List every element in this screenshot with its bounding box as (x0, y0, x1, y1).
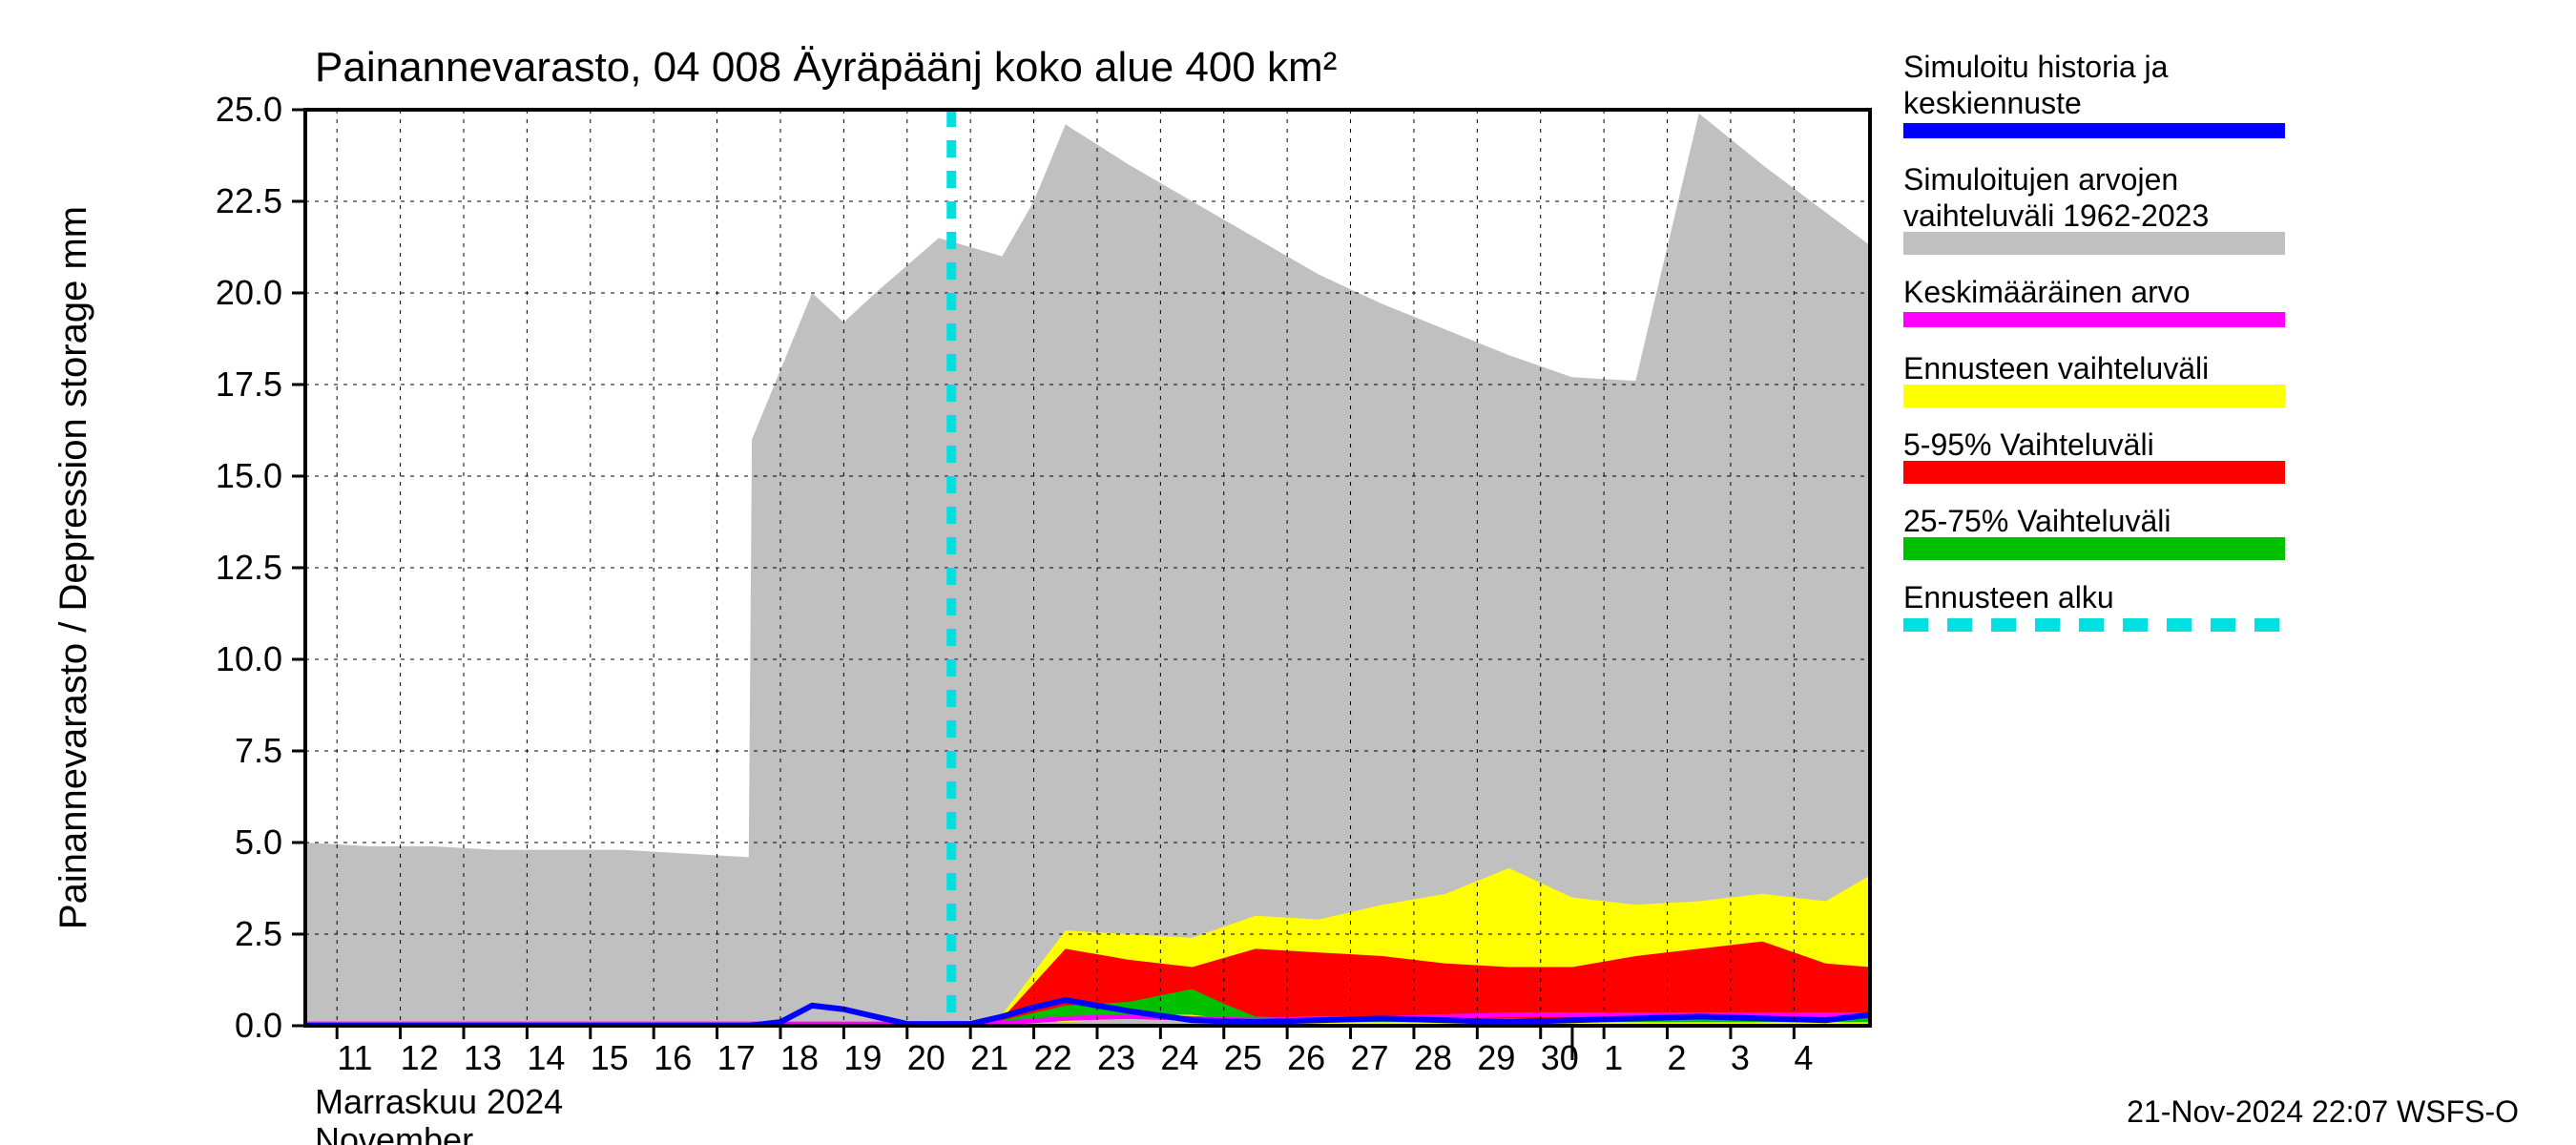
svg-text:keskiennuste: keskiennuste (1903, 86, 2082, 120)
svg-text:12.5: 12.5 (216, 548, 282, 587)
chart-container: 0.0 2.5 5.0 7.5 10.0 12.5 15.0 17.5 20.0 22.5 25.0… (0, 0, 2576, 1145)
svg-text:Ennusteen vaihteluväli: Ennusteen vaihteluväli (1903, 351, 2209, 385)
svg-text:23: 23 (1097, 1038, 1135, 1077)
svg-text:21: 21 (970, 1038, 1008, 1077)
svg-text:11: 11 (337, 1038, 372, 1077)
footer-timestamp: 21-Nov-2024 22:07 WSFS-O (2127, 1094, 2519, 1129)
svg-text:19: 19 (843, 1038, 882, 1077)
svg-text:24: 24 (1160, 1038, 1198, 1077)
svg-text:30: 30 (1541, 1038, 1579, 1077)
svg-text:3: 3 (1731, 1038, 1750, 1077)
svg-text:1: 1 (1604, 1038, 1623, 1077)
svg-text:12: 12 (401, 1038, 439, 1077)
svg-text:25.0: 25.0 (216, 90, 282, 129)
svg-text:22: 22 (1034, 1038, 1072, 1077)
svg-text:2: 2 (1668, 1038, 1687, 1077)
svg-text:20: 20 (907, 1038, 945, 1077)
svg-text:Simuloitu historia ja: Simuloitu historia ja (1903, 50, 2169, 84)
svg-text:Ennusteen alku: Ennusteen alku (1903, 580, 2114, 614)
svg-text:25-75% Vaihteluväli: 25-75% Vaihteluväli (1903, 504, 2171, 538)
svg-text:29: 29 (1477, 1038, 1515, 1077)
svg-text:27: 27 (1351, 1038, 1389, 1077)
svg-text:5-95% Vaihteluväli: 5-95% Vaihteluväli (1903, 427, 2154, 462)
svg-text:7.5: 7.5 (235, 731, 282, 770)
svg-text:25: 25 (1224, 1038, 1262, 1077)
svg-text:10.0: 10.0 (216, 639, 282, 678)
svg-text:28: 28 (1414, 1038, 1452, 1077)
svg-text:2.5: 2.5 (235, 914, 282, 953)
svg-text:14: 14 (527, 1038, 565, 1077)
svg-text:November: November (315, 1120, 473, 1145)
svg-text:20.0: 20.0 (216, 273, 282, 312)
y-axis-label: Painannevarasto / Depression storage mm (52, 206, 94, 929)
svg-text:17: 17 (717, 1038, 756, 1077)
svg-text:18: 18 (780, 1038, 819, 1077)
svg-text:22.5: 22.5 (216, 181, 282, 220)
svg-text:16: 16 (654, 1038, 692, 1077)
svg-text:Keskimääräinen arvo: Keskimääräinen arvo (1903, 275, 2191, 309)
chart-title: Painannevarasto, 04 008 Äyräpäänj koko a… (315, 44, 1337, 91)
svg-text:Marraskuu 2024: Marraskuu 2024 (315, 1082, 563, 1121)
svg-text:4: 4 (1794, 1038, 1813, 1077)
svg-text:17.5: 17.5 (216, 364, 282, 404)
svg-text:Simuloitujen arvojen: Simuloitujen arvojen (1903, 162, 2178, 197)
svg-text:15: 15 (591, 1038, 629, 1077)
svg-text:5.0: 5.0 (235, 822, 282, 862)
chart-svg: 0.0 2.5 5.0 7.5 10.0 12.5 15.0 17.5 20.0 22.5 25.0… (0, 0, 2576, 1145)
svg-text:0.0: 0.0 (235, 1006, 282, 1045)
svg-text:13: 13 (464, 1038, 502, 1077)
svg-text:vaihteluväli 1962-2023: vaihteluväli 1962-2023 (1903, 198, 2209, 233)
svg-text:26: 26 (1287, 1038, 1325, 1077)
svg-text:15.0: 15.0 (216, 456, 282, 495)
